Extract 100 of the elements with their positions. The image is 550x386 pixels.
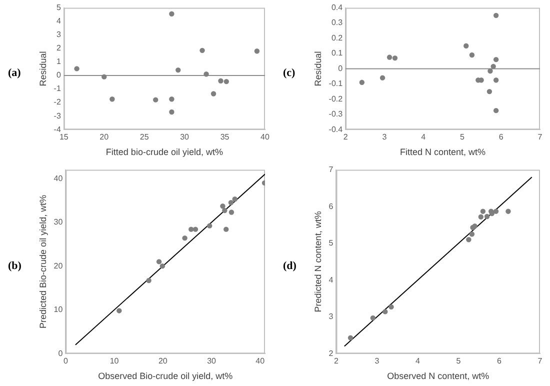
point xyxy=(228,210,234,215)
x-tick-label: 40 xyxy=(260,132,270,142)
y-axis-title: Residual xyxy=(312,51,323,86)
point xyxy=(506,208,511,214)
point xyxy=(206,223,212,228)
y-axis-title: Predicted Bio-crude oil yield, wt% xyxy=(38,194,48,328)
point xyxy=(74,66,80,72)
x-tick-label: 40 xyxy=(256,356,266,366)
point xyxy=(176,67,181,73)
point xyxy=(204,72,209,77)
x-tick-label: 5 xyxy=(456,356,462,366)
x-axis-title: Observed N content, wt% xyxy=(387,371,490,382)
point xyxy=(480,208,486,214)
point xyxy=(380,75,386,80)
point xyxy=(493,56,499,62)
point xyxy=(228,200,234,206)
point xyxy=(382,309,388,314)
point xyxy=(156,259,162,264)
point xyxy=(254,48,260,54)
point xyxy=(169,96,174,102)
y-tick-label: 6 xyxy=(328,202,334,211)
point xyxy=(192,226,198,232)
point xyxy=(484,214,490,220)
y-axis-title: Residual xyxy=(38,51,48,86)
y-tick-label: 5 xyxy=(328,238,334,248)
point xyxy=(169,11,174,16)
y-tick-label: -2 xyxy=(54,98,62,107)
text: (c) xyxy=(283,67,296,79)
point xyxy=(218,78,224,84)
point xyxy=(466,237,472,242)
point xyxy=(469,52,475,58)
x-tick-label: 5 xyxy=(460,132,466,142)
y-tick-label: -0.2 xyxy=(328,94,344,104)
point xyxy=(493,208,499,214)
y-tick-label: -0.1 xyxy=(328,79,344,88)
point xyxy=(478,214,484,220)
x-tick-label: 35 xyxy=(220,132,230,142)
y-tick-label: -1 xyxy=(54,84,62,94)
point xyxy=(200,48,205,54)
x-tick-label: 15 xyxy=(59,132,69,142)
y-tick-label: 10 xyxy=(54,305,64,314)
x-tick-label: 30 xyxy=(207,356,217,366)
y-tick-label: 7 xyxy=(328,165,334,174)
y-tick-label: 2 xyxy=(56,44,62,53)
y-tick-label: 0.2 xyxy=(331,33,344,42)
point xyxy=(370,315,376,321)
y-tick-label: 3 xyxy=(56,30,62,40)
x-axis-title: Fitted bio-crude oil yield, wt% xyxy=(106,147,223,158)
y-tick-label: -4 xyxy=(54,124,62,134)
x-tick-label: 25 xyxy=(140,132,150,142)
x-tick-label: 6 xyxy=(497,356,502,366)
y-tick-label: 0.1 xyxy=(331,48,344,58)
x-tick-label: 10 xyxy=(110,356,120,366)
x-axis-title: Observed Bio-crude oil yield, wt% xyxy=(98,371,233,382)
x-tick-label: 7 xyxy=(538,132,543,142)
point xyxy=(348,335,354,340)
point xyxy=(110,96,115,102)
point xyxy=(224,78,229,84)
y-tick-label: 5 xyxy=(56,3,62,12)
point xyxy=(182,235,188,241)
point xyxy=(232,196,238,202)
point xyxy=(493,108,499,114)
x-tick-label: 30 xyxy=(180,132,190,142)
y-tick-label: 0.4 xyxy=(331,3,344,12)
y-tick-label: 2 xyxy=(328,348,334,358)
y-tick-label: 0 xyxy=(58,348,64,358)
x-tick-label: 4 xyxy=(421,132,426,142)
point xyxy=(224,226,229,232)
y-tick-label: -3 xyxy=(54,111,62,120)
point xyxy=(392,55,398,61)
y-tick-label: 0 xyxy=(56,70,62,80)
point xyxy=(486,88,492,94)
x-tick-label: 20 xyxy=(100,132,110,142)
point xyxy=(160,263,166,269)
point xyxy=(490,64,496,70)
point xyxy=(210,91,216,96)
y-tick-label: -0.4 xyxy=(328,124,344,134)
text: (a) xyxy=(8,67,21,79)
x-tick-label: 6 xyxy=(498,132,504,142)
y-tick-label: 0.3 xyxy=(331,18,344,28)
text: (b) xyxy=(8,260,22,272)
y-tick-label: 20 xyxy=(54,261,64,270)
y-tick-label: 0 xyxy=(338,64,344,73)
point xyxy=(469,232,475,237)
point xyxy=(359,80,365,86)
y-tick-label: 30 xyxy=(54,218,64,227)
x-axis-title: Fitted N content, wt% xyxy=(400,147,486,158)
point xyxy=(188,226,194,232)
point xyxy=(222,208,228,214)
point xyxy=(464,43,469,48)
point xyxy=(493,12,499,18)
point xyxy=(220,204,226,209)
point xyxy=(388,304,394,310)
y-tick-label: 40 xyxy=(54,174,64,183)
point xyxy=(493,78,499,83)
y-tick-label: 4 xyxy=(328,275,334,284)
point xyxy=(146,278,152,284)
y-tick-label: -0.3 xyxy=(328,110,344,119)
point xyxy=(386,54,392,60)
point xyxy=(102,74,107,80)
